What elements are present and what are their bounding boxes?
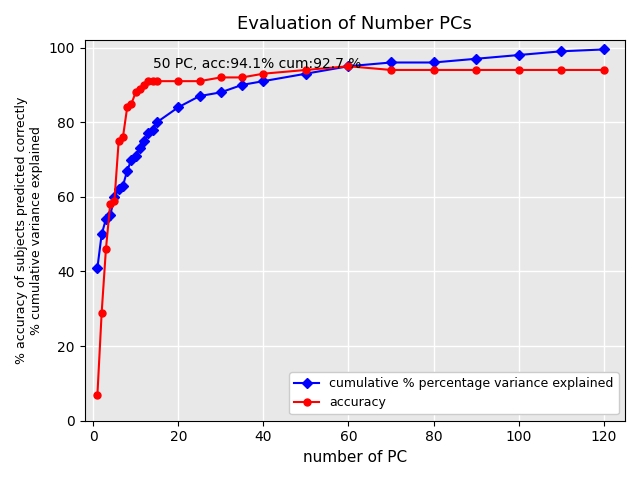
accuracy <box>140 82 148 88</box>
cumulative % percentage variance explained <box>136 145 144 151</box>
Legend: cumulative % percentage variance explained, accuracy: cumulative % percentage variance explain… <box>289 372 619 414</box>
cumulative % percentage variance explained <box>106 213 114 218</box>
cumulative % percentage variance explained <box>98 231 106 237</box>
cumulative % percentage variance explained <box>149 127 157 132</box>
accuracy <box>145 78 152 84</box>
cumulative % percentage variance explained <box>102 216 110 222</box>
accuracy <box>124 104 131 110</box>
cumulative % percentage variance explained <box>111 194 118 200</box>
Y-axis label: % accuracy of subjects predicted correctly
% cumulative variance explained: % accuracy of subjects predicted correct… <box>15 97 43 364</box>
accuracy <box>196 78 204 84</box>
accuracy <box>344 63 352 69</box>
cumulative % percentage variance explained <box>119 183 127 189</box>
cumulative % percentage variance explained <box>217 89 225 95</box>
accuracy <box>238 74 246 80</box>
cumulative % percentage variance explained <box>196 93 204 99</box>
accuracy <box>93 392 101 397</box>
cumulative % percentage variance explained <box>145 131 152 136</box>
accuracy <box>259 71 267 77</box>
cumulative % percentage variance explained <box>115 187 122 192</box>
cumulative % percentage variance explained <box>238 82 246 88</box>
cumulative % percentage variance explained <box>387 60 395 65</box>
cumulative % percentage variance explained <box>140 138 148 144</box>
cumulative % percentage variance explained <box>302 71 310 77</box>
cumulative % percentage variance explained <box>600 47 607 52</box>
cumulative % percentage variance explained <box>127 156 135 162</box>
accuracy <box>149 78 157 84</box>
cumulative % percentage variance explained <box>515 52 522 58</box>
accuracy <box>127 101 135 107</box>
Title: Evaluation of Number PCs: Evaluation of Number PCs <box>237 15 472 33</box>
accuracy <box>119 134 127 140</box>
cumulative % percentage variance explained <box>344 63 352 69</box>
accuracy <box>132 89 140 95</box>
cumulative % percentage variance explained <box>132 153 140 159</box>
cumulative % percentage variance explained <box>557 48 565 54</box>
accuracy <box>557 67 565 73</box>
accuracy <box>175 78 182 84</box>
Text: 50 PC, acc:94.1% cum:92.7 %: 50 PC, acc:94.1% cum:92.7 % <box>153 57 361 71</box>
accuracy <box>115 138 122 144</box>
cumulative % percentage variance explained <box>259 78 267 84</box>
accuracy <box>515 67 522 73</box>
accuracy <box>472 67 480 73</box>
cumulative % percentage variance explained <box>153 120 161 125</box>
cumulative % percentage variance explained <box>93 265 101 271</box>
accuracy <box>302 67 310 73</box>
accuracy <box>429 67 437 73</box>
accuracy <box>136 86 144 92</box>
accuracy <box>387 67 395 73</box>
accuracy <box>98 310 106 315</box>
cumulative % percentage variance explained <box>429 60 437 65</box>
accuracy <box>102 246 110 252</box>
Line: cumulative % percentage variance explained: cumulative % percentage variance explain… <box>94 46 607 271</box>
X-axis label: number of PC: number of PC <box>303 450 407 465</box>
accuracy <box>106 202 114 207</box>
Line: accuracy: accuracy <box>94 63 607 398</box>
cumulative % percentage variance explained <box>472 56 480 61</box>
accuracy <box>153 78 161 84</box>
cumulative % percentage variance explained <box>175 104 182 110</box>
accuracy <box>111 198 118 204</box>
accuracy <box>217 74 225 80</box>
accuracy <box>600 67 607 73</box>
cumulative % percentage variance explained <box>124 168 131 174</box>
